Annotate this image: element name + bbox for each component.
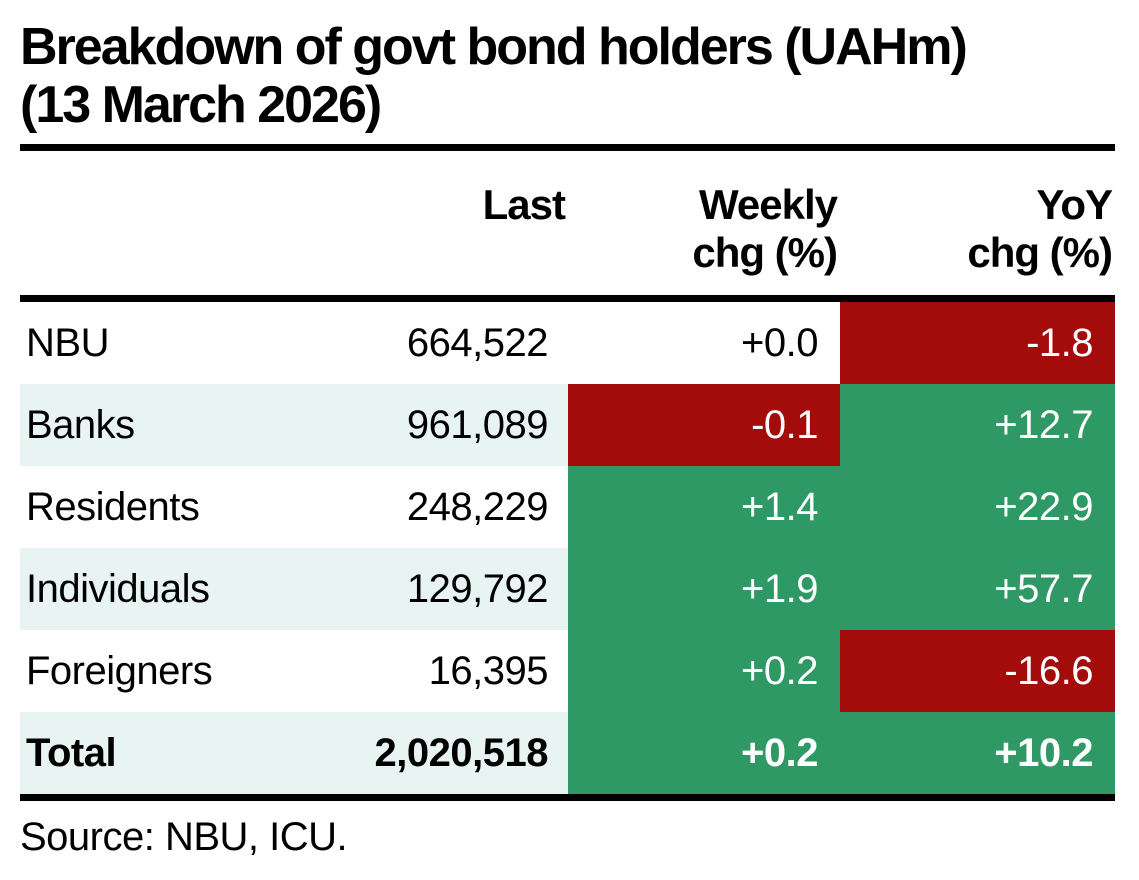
row-label: NBU (26, 320, 109, 365)
header-cell-weekly-chg: Weekly chg (%) (568, 181, 840, 277)
weekly-chg-value: +1.4 (568, 466, 840, 548)
row-label: Foreigners (26, 648, 213, 693)
weekly-chg-value: +1.9 (568, 548, 840, 630)
table-bottom-rule (20, 794, 1115, 801)
yoy-chg-value: +12.7 (840, 384, 1115, 466)
row-label: Residents (26, 484, 200, 529)
row-label: Total (26, 730, 117, 775)
header-cell-yoy-chg: YoY chg (%) (840, 181, 1115, 277)
table-row-individuals: Individuals 129,792 +1.9 +57.7 (20, 548, 1115, 630)
header-cell-last: Last (270, 181, 568, 277)
last-value: 2,020,518 (374, 730, 549, 775)
header-weekly-line1: Weekly (699, 181, 838, 228)
table-row-foreigners: Foreigners 16,395 +0.2 -16.6 (20, 630, 1115, 712)
last-value: 664,522 (406, 320, 549, 365)
last-value: 248,229 (406, 484, 549, 529)
title-divider-rule (20, 144, 1115, 151)
yoy-chg-value: +22.9 (840, 466, 1115, 548)
row-label: Banks (26, 402, 135, 447)
header-weekly-line2: chg (%) (692, 229, 838, 276)
header-divider-rule (20, 295, 1115, 302)
last-value: 961,089 (406, 402, 549, 447)
weekly-chg-value: +0.2 (568, 712, 840, 794)
weekly-chg-value: +0.0 (741, 320, 818, 365)
table-row-banks: Banks 961,089 -0.1 +12.7 (20, 384, 1115, 466)
figure-title: Breakdown of govt bond holders (UAHm) (1… (20, 0, 1115, 134)
table-header-row: Last Weekly chg (%) YoY chg (%) (20, 151, 1115, 295)
header-last-line1: Last (482, 181, 566, 228)
figure-title-line1: Breakdown of govt bond holders (UAHm) (20, 18, 968, 76)
weekly-chg-value: -0.1 (568, 384, 840, 466)
row-label: Individuals (26, 566, 210, 611)
yoy-chg-value: -1.8 (840, 302, 1115, 384)
source-note: Source: NBU, ICU. (20, 815, 348, 859)
weekly-chg-value: +0.2 (568, 630, 840, 712)
table-row-residents: Residents 248,229 +1.4 +22.9 (20, 466, 1115, 548)
header-cell-label (20, 181, 270, 277)
yoy-chg-value: -16.6 (840, 630, 1115, 712)
yoy-chg-value: +57.7 (840, 548, 1115, 630)
header-yoy-line1: YoY (1036, 181, 1113, 228)
figure-title-line2: (13 March 2026) (20, 76, 382, 134)
last-value: 129,792 (406, 566, 549, 611)
last-value: 16,395 (428, 648, 549, 693)
header-yoy-line2: chg (%) (967, 229, 1113, 276)
figure-content: Breakdown of govt bond holders (UAHm) (1… (20, 0, 1115, 860)
table-body: NBU 664,522 +0.0 -1.8 Banks 961,089 -0.1… (20, 302, 1115, 794)
yoy-chg-value: +10.2 (840, 712, 1115, 794)
table-row-total: Total 2,020,518 +0.2 +10.2 (20, 712, 1115, 794)
table-row-nbu: NBU 664,522 +0.0 -1.8 (20, 302, 1115, 384)
